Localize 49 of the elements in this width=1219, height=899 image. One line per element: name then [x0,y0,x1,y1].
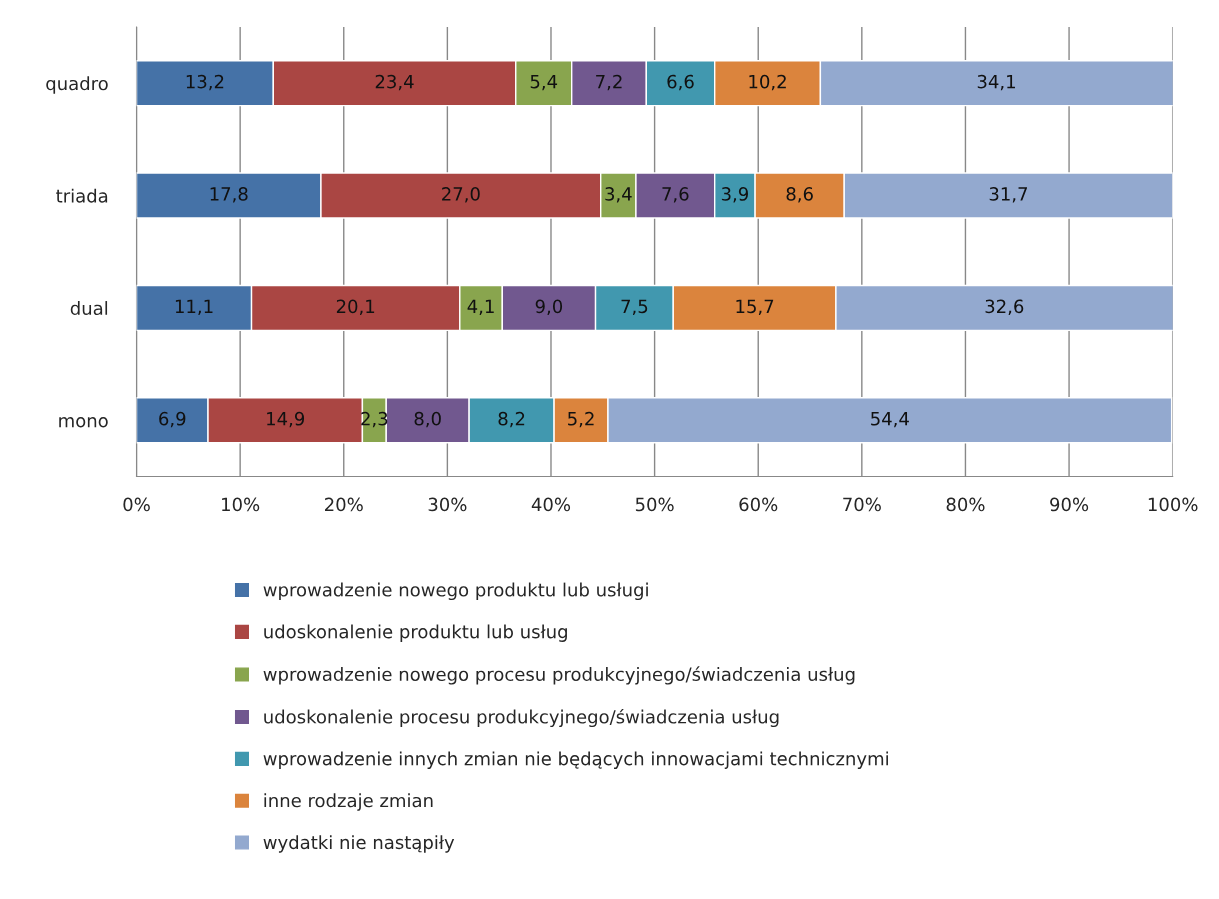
data-label: 54,4 [871,412,909,428]
data-label: 15,7 [736,299,774,315]
data-label: 9,0 [535,299,563,315]
x-tick-label: 60% [739,497,778,512]
data-label: 7,2 [596,74,622,91]
legend-label: wprowadzenie nowego produktu lub usługi [263,582,648,601]
data-label: 7,6 [662,187,689,203]
y-tick-label: dual [70,301,108,316]
data-label: 20,1 [336,299,375,315]
legend-label: wprowadzenie innych zmian nie będących innowacjami technicznymi [263,751,888,769]
legend-label: wydatki nie nastąpiły [263,835,455,853]
data-label: 7,5 [621,299,648,315]
data-label: 6,6 [667,74,694,91]
data-label: 6,9 [159,411,186,428]
x-tick-label: 10% [222,497,260,512]
data-label: 23,4 [375,74,414,91]
data-label: 8,0 [414,411,441,428]
legend-label: inne rodzaje zmian [264,793,433,811]
x-tick-label: 80% [946,497,985,512]
data-label: 32,6 [985,299,1024,315]
data-label: 10,2 [749,74,786,91]
data-label: 31,7 [989,187,1028,203]
legend-label: udoskonalenie produktu lub usług [264,624,567,642]
data-label: 5,4 [530,74,558,91]
data-label: 27,0 [442,187,480,203]
x-tick-label: 40% [531,497,571,512]
data-label: 14,9 [267,411,305,428]
y-tick-label: quadro [46,76,108,94]
data-label: 8,2 [498,411,525,428]
x-tick-label: 100% [1148,497,1198,512]
data-label: 11,1 [175,299,213,315]
data-label: 17,8 [210,187,248,203]
x-tick-label: 90% [1050,497,1089,512]
x-tick-label: 30% [428,497,467,512]
x-tick-label: 50% [635,497,674,512]
legend-label: udoskonalenie procesu produkcyjnego/świadczenia usług [264,708,779,728]
legend-label: wprowadzenie nowego procesu produkcyjnego/świadczenia usług [263,666,855,685]
x-tick-label: 70% [843,497,881,512]
data-label: 13,2 [186,74,224,91]
y-tick-label: triada [56,188,108,203]
data-label: 4,1 [467,299,494,315]
y-tick-label: mono [59,417,108,428]
data-label: 8,6 [786,187,813,203]
data-label: 5,2 [568,411,594,428]
data-label: 34,1 [977,74,1015,91]
x-tick-label: 20% [325,497,363,512]
data-label: 3,4 [605,187,632,203]
data-label: 3,9 [721,187,748,203]
x-tick-label: 0% [123,497,150,512]
